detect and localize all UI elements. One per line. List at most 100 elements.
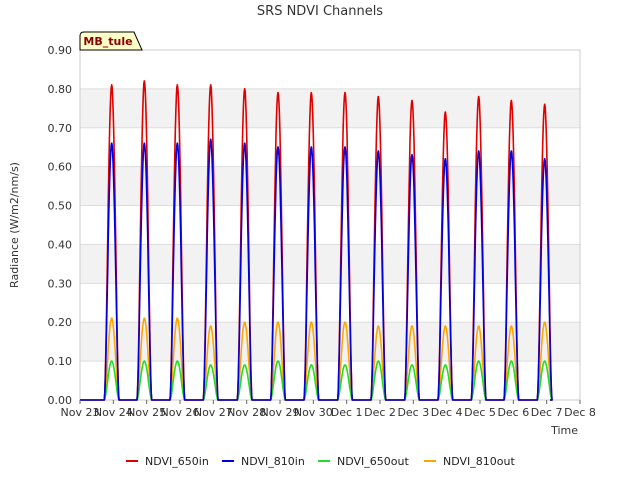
grid-band xyxy=(80,205,580,245)
data-point xyxy=(176,360,179,362)
grid-band xyxy=(80,50,580,89)
data-point xyxy=(377,325,380,327)
y-tick-label: 0.80 xyxy=(48,83,73,96)
data-point xyxy=(477,150,480,153)
x-tick-label: Dec 3 xyxy=(397,406,429,419)
x-tick-label: Nov 24 xyxy=(94,406,133,419)
data-point xyxy=(110,360,113,362)
data-point xyxy=(243,364,246,366)
x-tick-label: Dec 6 xyxy=(497,406,529,419)
data-point xyxy=(176,84,179,86)
data-point xyxy=(444,158,447,160)
grid-band xyxy=(80,283,580,323)
y-tick-label: 0.40 xyxy=(48,238,73,251)
y-tick-label: 0.10 xyxy=(48,355,73,368)
grid-band xyxy=(80,127,580,167)
x-tick-label: Nov 26 xyxy=(161,406,200,419)
data-point xyxy=(444,111,447,114)
data-point xyxy=(477,360,480,362)
grid-band xyxy=(80,361,580,400)
data-point xyxy=(143,360,146,362)
data-point xyxy=(411,364,413,366)
data-point xyxy=(444,364,447,366)
x-tick-label: Dec 7 xyxy=(531,406,563,419)
data-point xyxy=(344,146,346,149)
y-axis-ticks: 0.00 0.10 0.20 0.30 0.40 0.50 0.60 0.70 0.80 0.90 xyxy=(48,44,73,407)
data-point xyxy=(277,146,279,149)
data-point xyxy=(277,321,279,324)
y-tick-label: 0.00 xyxy=(48,394,73,407)
site-annotation: MB_tule xyxy=(79,31,143,51)
data-point xyxy=(344,91,346,94)
legend-label: NDVI_650in xyxy=(145,455,209,468)
grid-band xyxy=(80,166,580,206)
background-bands xyxy=(80,49,580,401)
data-point xyxy=(176,142,179,145)
data-point xyxy=(277,91,279,94)
x-tick-label: Nov 29 xyxy=(261,406,300,419)
data-point xyxy=(209,325,212,327)
legend-label: NDVI_650out xyxy=(337,455,409,468)
x-tick-label: Dec 1 xyxy=(331,406,363,419)
series-line-ndvi-810in xyxy=(80,138,553,401)
data-point xyxy=(310,91,313,94)
x-tick-label: Nov 28 xyxy=(227,406,266,419)
site-annotation-text: MB_tule xyxy=(83,35,132,48)
series-lines xyxy=(80,80,553,401)
data-point xyxy=(243,321,246,324)
data-point xyxy=(209,84,212,86)
x-tick-label: Nov 27 xyxy=(194,406,233,419)
data-point xyxy=(411,325,413,327)
data-point xyxy=(209,364,212,366)
grid-band xyxy=(80,88,580,128)
data-point xyxy=(543,103,546,106)
data-point xyxy=(344,321,346,324)
data-point xyxy=(543,321,546,324)
grid-band xyxy=(80,322,580,362)
y-tick-label: 0.60 xyxy=(48,161,73,174)
data-point xyxy=(110,142,113,145)
chart-title: SRS NDVI Channels xyxy=(257,4,383,19)
data-point xyxy=(143,80,146,82)
data-point xyxy=(377,150,380,153)
y-axis-label: Radiance (W/m2/nm/s) xyxy=(8,162,21,288)
data-point xyxy=(510,325,513,327)
data-point xyxy=(377,95,380,98)
y-tick-label: 0.50 xyxy=(48,200,73,213)
data-point xyxy=(310,321,313,324)
y-tick-label: 0.20 xyxy=(48,316,73,329)
grid-band xyxy=(80,244,580,284)
x-tick-label: Dec 5 xyxy=(464,406,496,419)
data-point xyxy=(110,84,113,86)
legend: NDVI_650in NDVI_810in NDVI_650out NDVI_810o… xyxy=(126,455,515,468)
data-point xyxy=(543,158,546,160)
x-tick-label: Dec 4 xyxy=(431,406,463,419)
data-point xyxy=(510,99,513,102)
data-point xyxy=(143,317,146,320)
x-tick-label: Dec 2 xyxy=(364,406,396,419)
y-tick-label: 0.30 xyxy=(48,277,73,290)
data-point xyxy=(143,142,146,145)
data-point xyxy=(344,364,346,366)
data-point xyxy=(510,360,513,362)
x-tick-label: Nov 25 xyxy=(127,406,166,419)
data-point xyxy=(243,142,246,145)
legend-label: NDVI_810out xyxy=(443,455,515,468)
data-point xyxy=(510,150,513,153)
data-point xyxy=(310,146,313,149)
data-point xyxy=(209,138,212,141)
x-tick-label: Nov 30 xyxy=(294,406,333,419)
site-annotation-box xyxy=(79,31,143,51)
data-point xyxy=(377,360,380,362)
y-tick-label: 0.90 xyxy=(48,44,73,57)
data-point xyxy=(110,317,113,320)
data-point xyxy=(176,317,179,320)
x-tick-label: Dec 8 xyxy=(564,406,596,419)
x-tick-label: Nov 23 xyxy=(61,406,100,419)
data-point xyxy=(411,154,413,156)
data-point xyxy=(477,325,480,327)
data-point xyxy=(277,360,279,362)
data-point xyxy=(243,88,246,90)
